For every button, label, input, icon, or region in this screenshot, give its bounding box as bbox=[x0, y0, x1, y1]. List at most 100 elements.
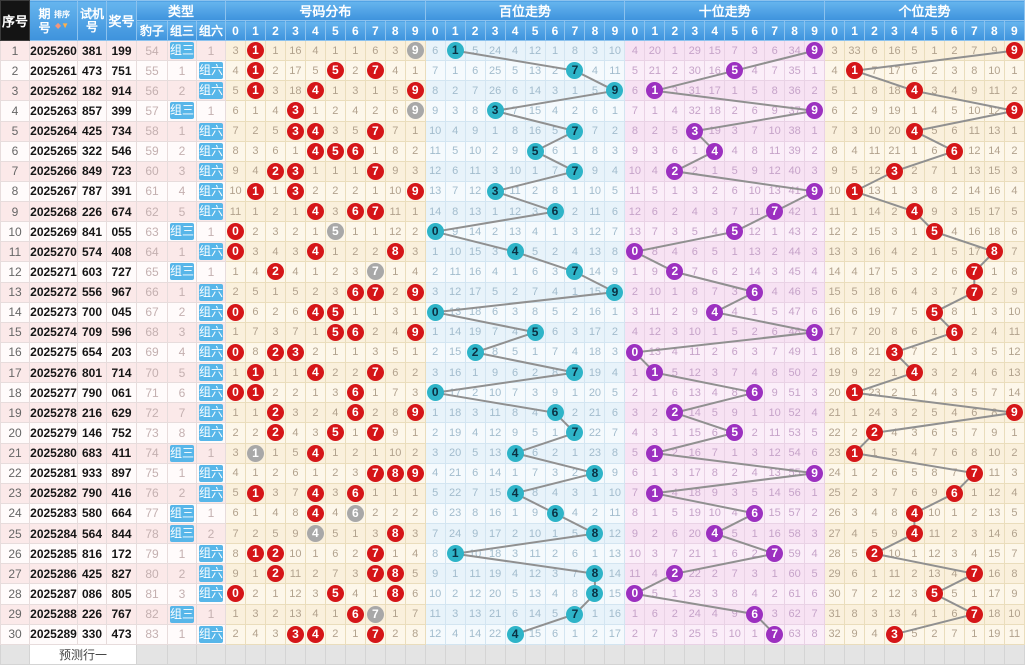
zuliu-cell: 组六 bbox=[195, 402, 227, 424]
hundreds-cell: 1 bbox=[444, 39, 466, 62]
tens-hit-circle: 6 bbox=[746, 283, 764, 301]
units-digit-header-7: 7 bbox=[963, 20, 985, 41]
hundreds-hit-circle: 3 bbox=[486, 102, 504, 120]
dist-cell: 1 bbox=[384, 261, 406, 283]
tens-cell: 5 bbox=[804, 563, 826, 585]
hundreds-cell: 6 bbox=[464, 462, 486, 484]
dist-cell: 4 bbox=[225, 60, 246, 82]
units-cell: 11 bbox=[963, 120, 985, 142]
units-cell: 8 bbox=[844, 603, 866, 625]
units-cell: 4 bbox=[983, 321, 1005, 343]
baozi-cell: 76 bbox=[136, 482, 168, 504]
dist-cell: 4 bbox=[244, 261, 266, 283]
prize-cell: 734 bbox=[106, 120, 137, 142]
hundreds-digit-header-9: 9 bbox=[604, 20, 626, 41]
hundreds-cell: 14 bbox=[464, 221, 486, 243]
prize-digit-circle: 3 bbox=[286, 102, 304, 120]
dist-cell: 8 bbox=[225, 140, 246, 162]
prize-cell: 416 bbox=[106, 482, 137, 504]
hundreds-cell: 6 bbox=[524, 261, 546, 283]
hundreds-cell: 3 bbox=[504, 543, 526, 565]
tens-cell: 9 bbox=[724, 603, 746, 625]
tens-cell: 2 bbox=[624, 623, 646, 646]
dist-cell: 9 bbox=[404, 180, 426, 203]
tens-cell: 5 bbox=[724, 321, 746, 343]
dist-cell: 1 bbox=[364, 221, 386, 243]
tens-cell: 21 bbox=[684, 543, 706, 565]
baozi-cell: 57 bbox=[136, 100, 168, 122]
seq-cell: 23 bbox=[0, 482, 30, 504]
tens-digit-header-9: 9 bbox=[804, 20, 826, 41]
dist-cell: 1 bbox=[404, 482, 426, 504]
sort-desc-icon[interactable]: ▼ bbox=[61, 21, 70, 30]
units-cell: 1 bbox=[963, 583, 985, 605]
hundreds-cell: 2 bbox=[584, 502, 606, 525]
dist-cell: 7 bbox=[284, 321, 306, 343]
units-cell: 4 bbox=[864, 502, 885, 525]
tens-cell: 40 bbox=[784, 160, 806, 182]
zuliu-badge: 组六 bbox=[199, 122, 224, 140]
dist-cell: 6 bbox=[344, 603, 366, 625]
baozi-cell: 70 bbox=[136, 361, 168, 384]
hundreds-cell: 2 bbox=[544, 60, 566, 82]
tens-cell: 4 bbox=[644, 563, 666, 585]
tens-cell: 1 bbox=[664, 281, 686, 303]
units-cell: 12 bbox=[923, 543, 945, 565]
units-cell: 17 bbox=[883, 60, 905, 82]
units-cell: 5 bbox=[844, 160, 866, 182]
dist-cell: 6 bbox=[284, 462, 306, 484]
prize-cell: 714 bbox=[106, 361, 137, 384]
dist-cell: 4 bbox=[304, 522, 326, 545]
tens-cell: 7 bbox=[744, 120, 766, 142]
dist-cell: 1 bbox=[304, 100, 326, 122]
units-digit-header-3: 3 bbox=[883, 20, 905, 41]
prediction-row-label[interactable]: 预测行一 bbox=[29, 644, 137, 665]
tens-cell: 1 bbox=[644, 462, 666, 484]
units-cell: 1 bbox=[864, 442, 885, 464]
units-cell: 7 bbox=[903, 341, 925, 364]
repeat-digit-circle: 9 bbox=[406, 42, 424, 60]
tens-cell: 6 bbox=[764, 39, 786, 62]
hundreds-cell: 3 bbox=[464, 402, 486, 424]
units-cell: 9 bbox=[1003, 281, 1025, 303]
dist-cell: 9 bbox=[404, 402, 426, 424]
tens-cell: 59 bbox=[784, 543, 806, 565]
dist-cell: 7 bbox=[364, 281, 386, 303]
dist-cell: 4 bbox=[225, 462, 246, 484]
hundreds-cell: 15 bbox=[584, 281, 606, 303]
dist-cell: 2 bbox=[384, 623, 406, 646]
sort-asc-icon[interactable]: ◆ bbox=[54, 21, 62, 30]
test-cell: 580 bbox=[77, 502, 107, 525]
dist-cell: 3 bbox=[304, 422, 326, 444]
zuliu-badge: 组六 bbox=[199, 62, 224, 80]
hundreds-hit-circle: 2 bbox=[466, 343, 484, 361]
col-header-period[interactable]: 期号 排序 ◆▼ bbox=[29, 0, 78, 41]
zuliu-cell: 2 bbox=[195, 522, 227, 545]
hundreds-cell: 6 bbox=[524, 442, 546, 464]
zusan-badge: 组三 bbox=[170, 223, 195, 241]
tens-cell: 21 bbox=[644, 60, 666, 82]
units-cell: 4 bbox=[903, 120, 925, 142]
hundreds-cell: 11 bbox=[464, 160, 486, 182]
hundreds-cell: 4 bbox=[524, 221, 546, 243]
tens-cell: 3 bbox=[684, 180, 706, 203]
dist-cell: 1 bbox=[244, 100, 266, 122]
prize-digit-circle: 4 bbox=[306, 82, 324, 100]
tens-cell: 5 bbox=[664, 502, 686, 525]
tens-cell: 50 bbox=[784, 361, 806, 384]
hundreds-cell: 8 bbox=[564, 39, 586, 62]
baozi-cell: 78 bbox=[136, 522, 168, 545]
table-row: 25 2025284 564 844 78 组三 2 7 2 5 9 4 5 1 3 8 3 7 24 9 17 2 10 1… bbox=[0, 522, 1025, 545]
tens-cell: 38 bbox=[784, 120, 806, 142]
tens-hit-circle: 4 bbox=[706, 303, 724, 321]
units-cell: 7 bbox=[923, 160, 945, 182]
period-cell: 2025288 bbox=[29, 603, 78, 625]
tens-cell: 2 bbox=[704, 341, 726, 364]
dist-cell: 1 bbox=[304, 221, 326, 243]
units-hit-circle: 9 bbox=[1005, 42, 1023, 60]
prize-cell: 723 bbox=[106, 160, 137, 182]
units-cell: 3 bbox=[1003, 462, 1025, 484]
units-cell: 5 bbox=[963, 382, 985, 404]
dist-cell: 3 bbox=[264, 321, 286, 343]
sort-control[interactable]: 排序 ◆▼ bbox=[54, 11, 70, 31]
